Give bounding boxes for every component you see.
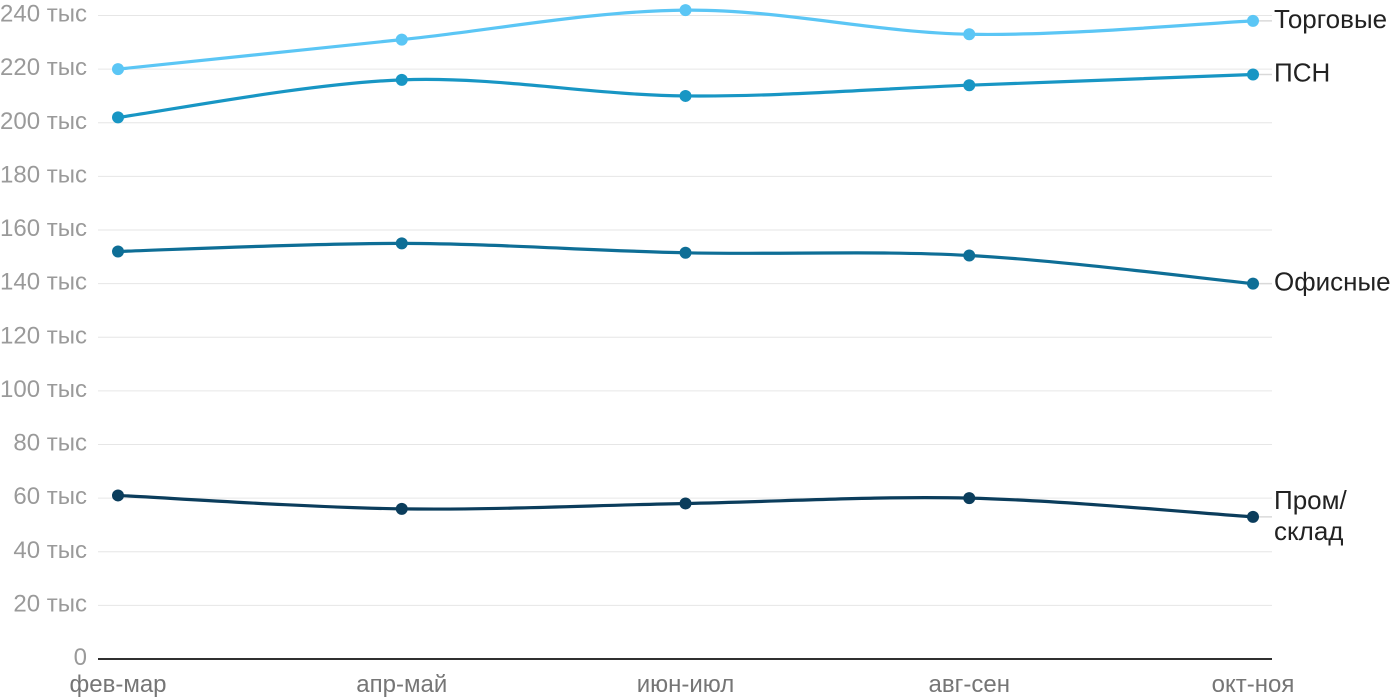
svg-text:авг-сен: авг-сен [929,671,1010,698]
svg-text:Офисные: Офисные [1274,267,1391,297]
svg-text:60 тыс: 60 тыс [13,483,87,510]
svg-text:80 тыс: 80 тыс [13,430,87,457]
svg-text:120 тыс: 120 тыс [0,322,87,349]
svg-text:Пром/: Пром/ [1274,485,1347,515]
svg-text:июн-июл: июн-июл [637,671,735,698]
svg-text:окт-ноя: окт-ноя [1212,671,1295,698]
svg-text:160 тыс: 160 тыс [0,215,87,242]
svg-text:240 тыс: 240 тыс [0,1,87,28]
svg-text:200 тыс: 200 тыс [0,108,87,135]
svg-text:180 тыс: 180 тыс [0,161,87,188]
svg-text:ПСН: ПСН [1274,57,1330,87]
svg-text:40 тыс: 40 тыс [13,537,87,564]
svg-text:0: 0 [74,644,87,671]
svg-text:Торговые: Торговые [1274,4,1387,34]
svg-text:апр-май: апр-май [356,671,447,698]
svg-text:220 тыс: 220 тыс [0,54,87,81]
svg-text:140 тыс: 140 тыс [0,269,87,296]
svg-text:склад: склад [1274,516,1343,546]
svg-text:фев-мар: фев-мар [69,671,166,698]
svg-text:20 тыс: 20 тыс [13,590,87,617]
svg-text:100 тыс: 100 тыс [0,376,87,403]
